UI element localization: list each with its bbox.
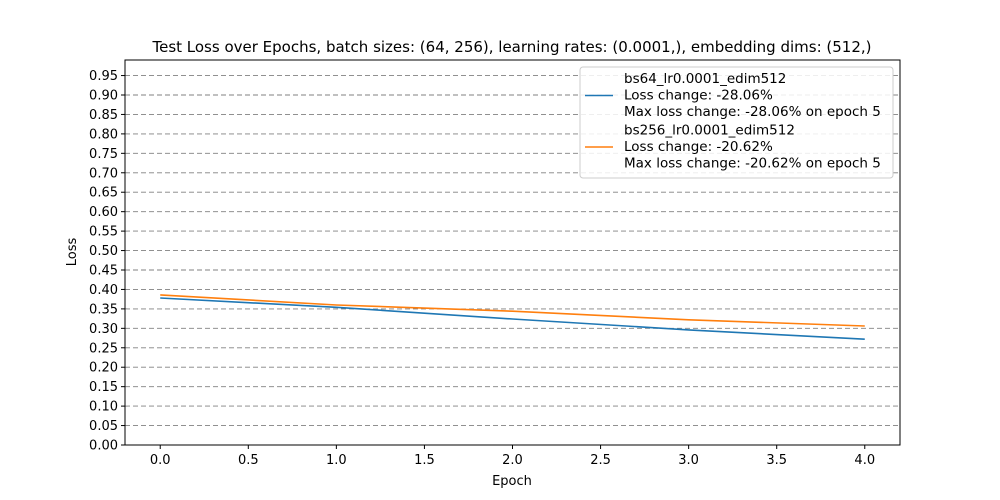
legend-entry-text: bs64_lr0.0001_edim512 <box>624 71 786 87</box>
y-tick-label: 0.50 <box>89 244 118 259</box>
y-tick-label: 0.35 <box>89 302 118 317</box>
legend-entry-text: Loss change: -28.06% <box>624 88 773 104</box>
legend-box <box>579 66 894 179</box>
series-line-1 <box>160 297 865 341</box>
y-axis-label: Loss <box>65 238 80 267</box>
x-tick-label: 3.5 <box>766 453 787 468</box>
y-tick-label: 0.25 <box>89 341 118 356</box>
x-tick-label: 0.5 <box>238 453 259 468</box>
y-tick-label: 0.20 <box>89 361 118 376</box>
chart-title: Test Loss over Epochs, batch sizes: (64,… <box>151 38 871 56</box>
x-tick-label: 1.5 <box>414 453 435 468</box>
series-layer <box>160 294 865 341</box>
y-tick-label: 0.00 <box>89 439 118 454</box>
legend-entry-text: bs256_lr0.0001_edim512 <box>624 123 795 139</box>
y-tick-label: 0.10 <box>89 400 118 415</box>
y-tick-label: 0.60 <box>89 205 118 220</box>
y-tick-label: 0.80 <box>89 127 118 142</box>
series-line-2 <box>160 294 865 327</box>
legend-entry-text: Loss change: -20.62% <box>624 139 773 155</box>
y-tick-label: 0.55 <box>89 225 118 240</box>
x-tick-label: 4.0 <box>854 453 875 468</box>
y-tick-label: 0.75 <box>89 147 118 162</box>
y-tick-label: 0.45 <box>89 264 118 279</box>
x-tick-label: 1.0 <box>326 453 347 468</box>
y-tick-label: 0.15 <box>89 380 118 395</box>
legend-entry-text: Max loss change: -28.06% on epoch 5 <box>624 104 881 120</box>
y-tick-label: 0.70 <box>89 166 118 181</box>
y-tick-label: 0.65 <box>89 186 118 201</box>
x-tick-label: 3.0 <box>678 453 699 468</box>
y-tick-label: 0.30 <box>89 322 118 337</box>
y-tick-label: 0.40 <box>89 283 118 298</box>
y-tick-label: 0.05 <box>89 419 118 434</box>
x-tick-label: 2.5 <box>590 453 611 468</box>
grid-layer <box>125 75 900 446</box>
legend-entry-text: Max loss change: -20.62% on epoch 5 <box>624 156 881 172</box>
x-tick-label: 0.0 <box>150 453 171 468</box>
ticks-layer: 0.00 0.05 0.10 0.15 0.20 0.25 0.30 0.35 0.40 0.45… <box>89 69 875 468</box>
y-tick-label: 0.85 <box>89 108 118 123</box>
x-tick-label: 2.0 <box>502 453 523 468</box>
y-tick-label: 0.95 <box>89 69 118 84</box>
y-tick-label: 0.90 <box>89 89 118 104</box>
x-axis-label: Epoch <box>492 474 532 489</box>
